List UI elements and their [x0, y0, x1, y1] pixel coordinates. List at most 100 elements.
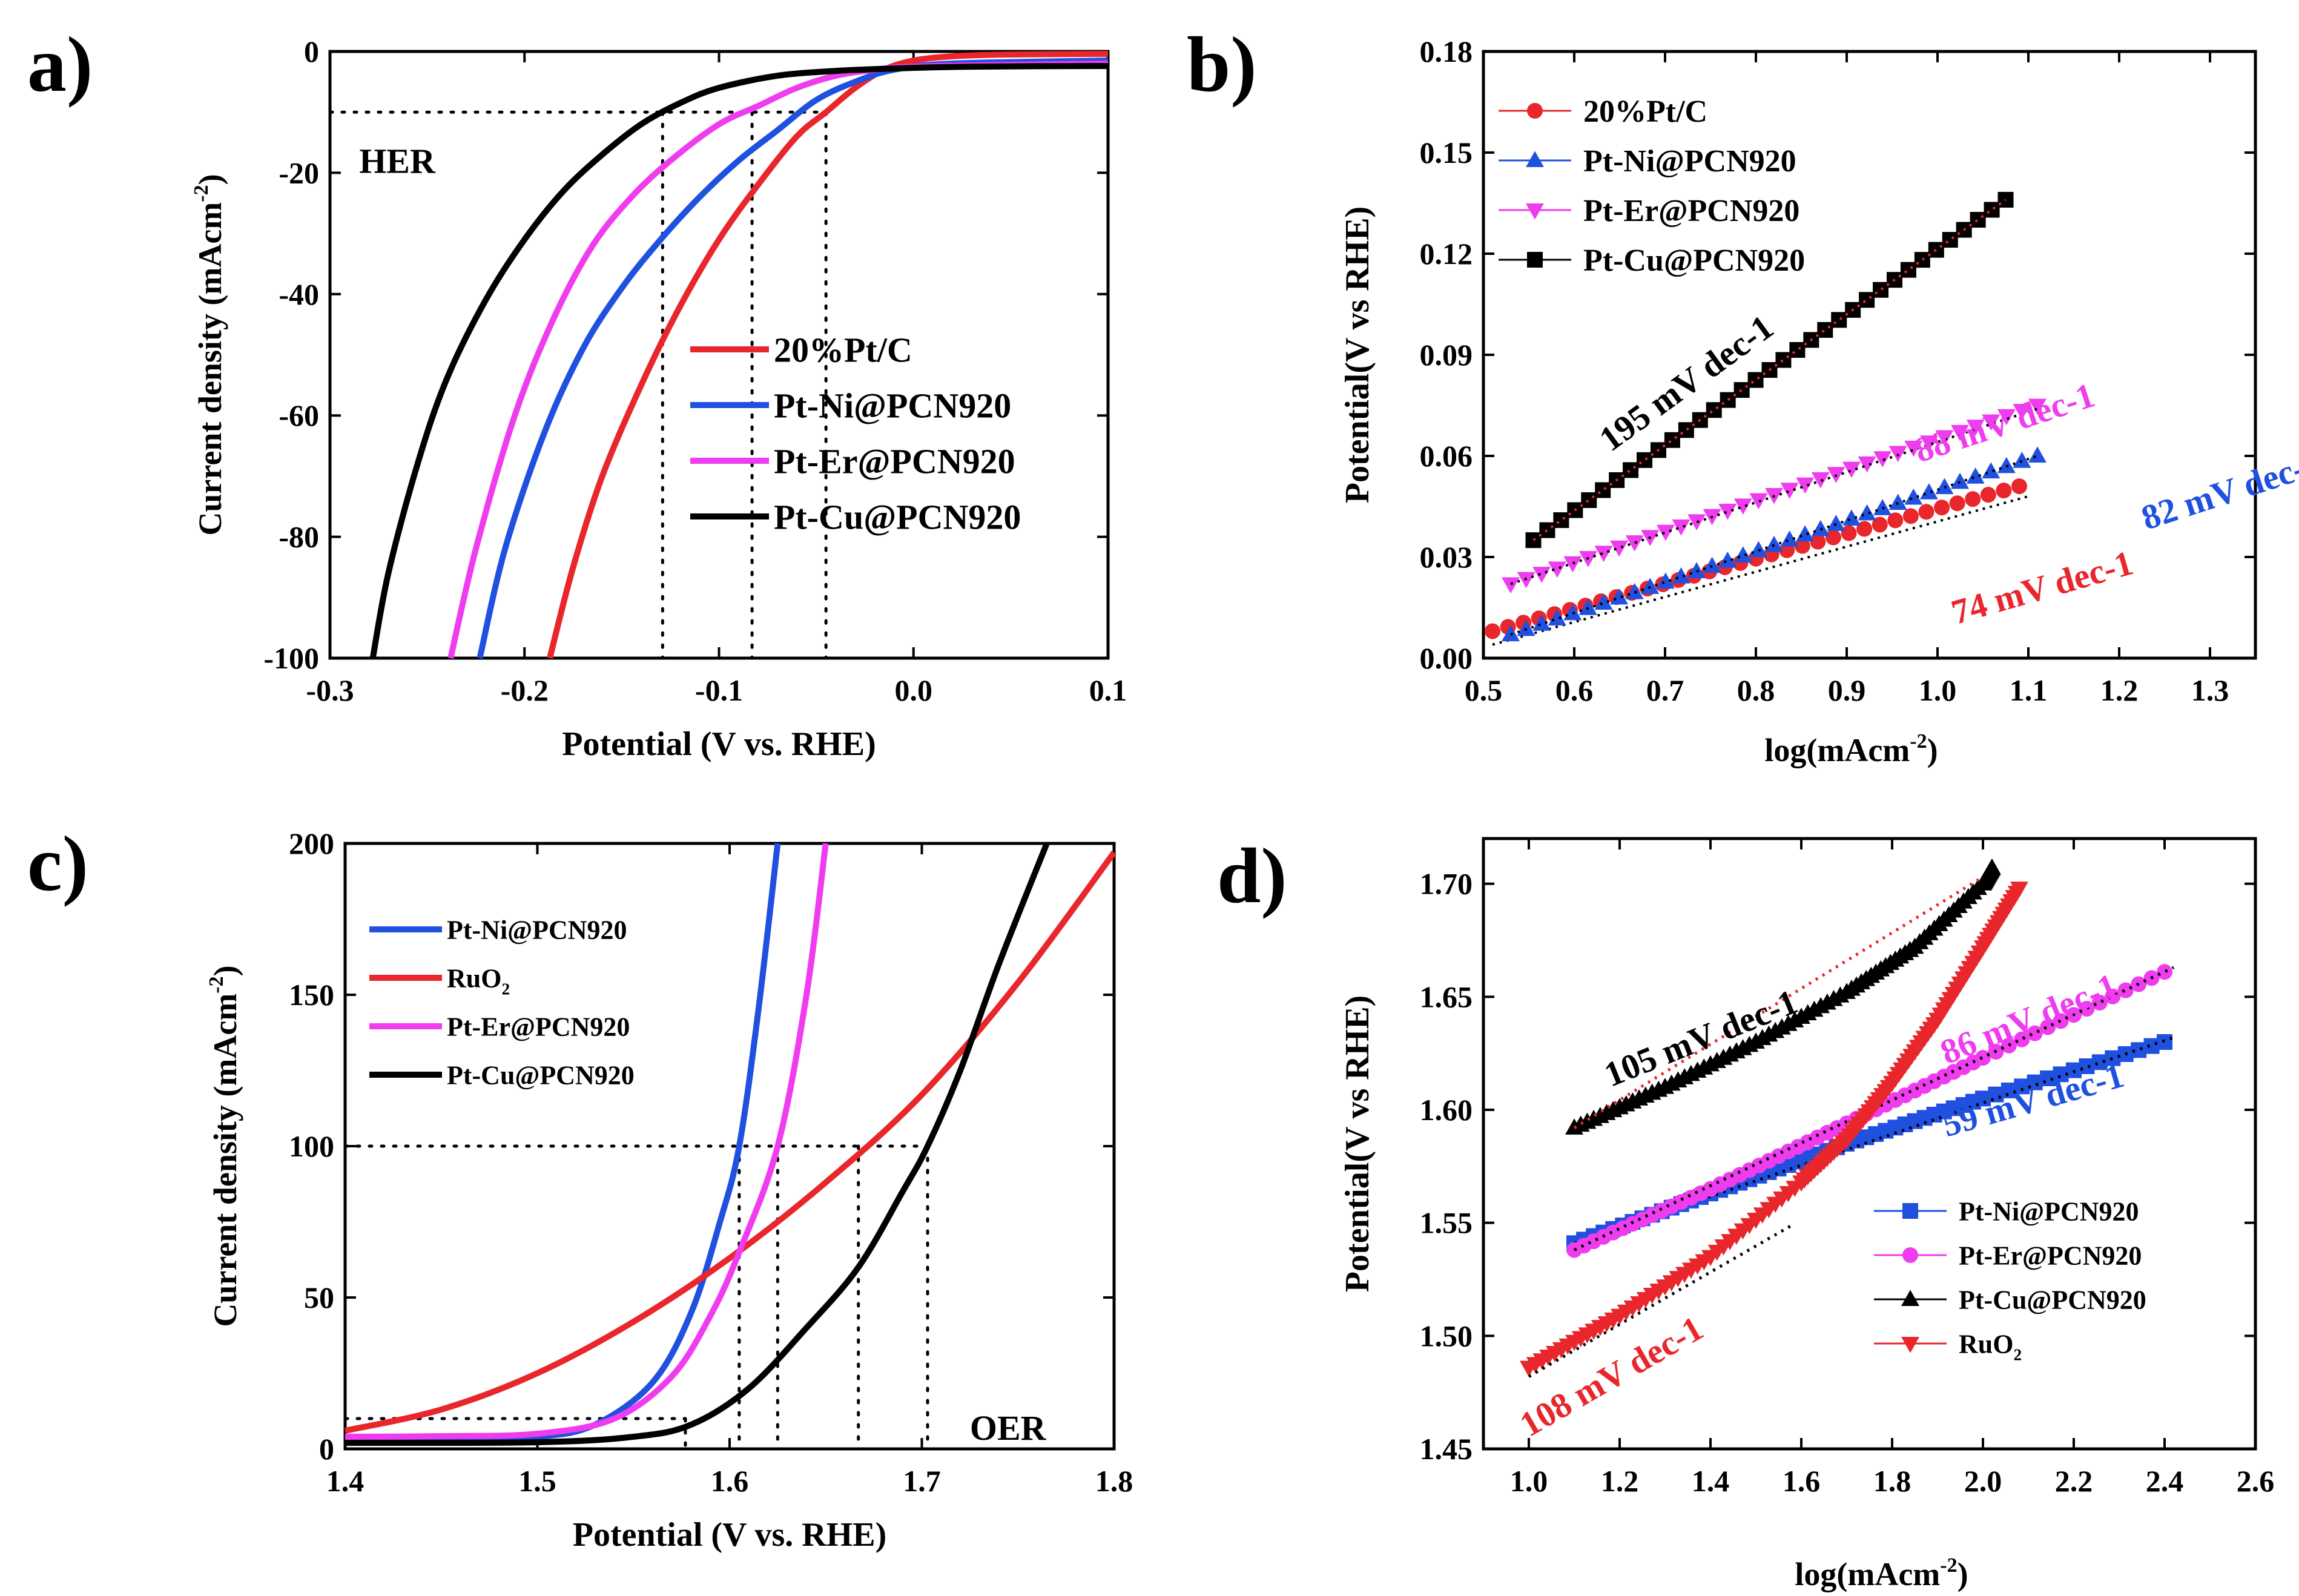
data-point	[2028, 446, 2047, 463]
data-point	[1581, 492, 1597, 509]
legend-label: RuO2	[1959, 1329, 2022, 1364]
x-tick-label: 1.5	[518, 1464, 556, 1498]
y-tick-label: 1.50	[1420, 1319, 1473, 1353]
data-point	[1485, 623, 1500, 639]
data-point	[1656, 572, 1675, 589]
data-point	[1749, 493, 1768, 510]
data-point	[1825, 529, 1841, 546]
data-point	[1935, 478, 1954, 495]
y-tick-label: 1.70	[1420, 867, 1473, 901]
panel-a: a) -0.3 -0.2 -0.1 0.0 0.1 -100 -80 -60 -40 -20 0 Cur…	[27, 21, 1127, 763]
data-point	[1775, 352, 1792, 368]
legend-label: RuO2	[447, 963, 510, 998]
data-point	[1625, 535, 1644, 552]
data-point	[1610, 540, 1629, 557]
data-point	[1780, 530, 1799, 547]
legend-label: Pt-Ni@PCN920	[774, 386, 1011, 425]
legend-label: 20%Pt/C	[774, 330, 912, 369]
legend-label-text: Pt-Ni@PCN920	[447, 915, 627, 945]
x-tick-label: 0.1	[1089, 673, 1127, 707]
x-tick-label: -0.3	[306, 673, 354, 707]
legend-label-text: 20%Pt/C	[774, 330, 912, 369]
data-point	[1664, 432, 1680, 448]
panel-label: b)	[1187, 21, 1257, 108]
legend-label: Pt-Cu@PCN920	[1583, 243, 1805, 278]
x-tick-label: 1.3	[2191, 673, 2229, 707]
series-line-pt-cu-pcn920	[369, 63, 1109, 659]
data-point	[1733, 382, 1750, 398]
legend-label: Pt-Er@PCN920	[774, 441, 1015, 481]
y-tick-label: 50	[304, 1281, 334, 1314]
data-point	[1706, 402, 1722, 418]
x-tick-label: 1.6	[711, 1464, 749, 1498]
data-point	[1996, 483, 2012, 499]
data-point	[1902, 508, 1919, 524]
data-point	[2014, 1031, 2030, 1047]
x-tick-label: 1.6	[1783, 1464, 1821, 1498]
y-tick-label: 0	[319, 1432, 334, 1466]
data-point	[1919, 483, 1938, 500]
data-point	[1810, 533, 1826, 550]
annotation: HER	[359, 141, 436, 180]
panel-d: d) 1.0 1.2 1.4 1.6 1.8 2.0 2.2 2.4 2.6 1.45 1.50 1.5…	[1217, 833, 2274, 1592]
data-point	[1887, 512, 1904, 529]
x-tick-label: 1.8	[1873, 1464, 1911, 1498]
panel-c: c) 1.4 1.5 1.6 1.7 1.8 0 50 100 150 200 Current den…	[27, 820, 1133, 1554]
data-point	[2079, 1001, 2095, 1017]
x-axis-label-sup: -2	[1910, 730, 1927, 753]
x-tick-label: 1.7	[903, 1464, 941, 1498]
y-axis-label: Current density (mAcm-2)	[205, 965, 243, 1327]
legend-label-text: Pt-Cu@PCN920	[447, 1060, 635, 1090]
data-point	[1796, 477, 1815, 494]
data-point	[1965, 491, 1981, 507]
fit-line	[1532, 199, 2007, 541]
data-point	[1983, 858, 2001, 875]
y-axis-label-main: Current density (mAcm	[192, 202, 228, 536]
x-axis-label: Potential (V vs. RHE)	[562, 725, 876, 763]
data-point	[1578, 599, 1597, 615]
data-point	[1928, 242, 1944, 258]
data-point	[1942, 232, 1958, 248]
data-point	[1919, 435, 1938, 452]
data-point	[1794, 538, 1810, 554]
data-point	[1904, 488, 1923, 505]
data-point	[1656, 524, 1675, 541]
y-axis-label: Current density (mAcm-2)	[190, 174, 228, 535]
plot-frame	[1482, 837, 2257, 1451]
legend-label: Pt-Cu@PCN920	[447, 1060, 635, 1090]
data-point	[1914, 252, 1930, 268]
legend-label: Pt-Cu@PCN920	[1959, 1285, 2146, 1314]
x-tick-label: 0.7	[1646, 673, 1684, 707]
data-point	[1984, 202, 2000, 218]
data-point	[1811, 519, 1830, 536]
y-tick-label: 1.45	[1420, 1432, 1473, 1466]
x-tick-label: 1.0	[1510, 1464, 1548, 1498]
legend-swatch-marker	[1526, 151, 1544, 168]
data-point	[1888, 493, 1907, 510]
x-tick-label: 2.0	[1964, 1464, 2002, 1498]
legend-swatch-marker	[1902, 1247, 1918, 1263]
data-point	[2157, 964, 2172, 980]
data-point	[1997, 457, 2016, 473]
data-point	[1935, 430, 1954, 447]
legend-swatch-marker	[1901, 1336, 1919, 1353]
data-point	[1703, 556, 1721, 573]
data-point	[1796, 525, 1815, 542]
fit-line	[1510, 407, 2038, 585]
y-axis-label-end: )	[207, 965, 243, 976]
data-point	[1842, 509, 1861, 526]
legend-label-text: Pt-Ni@PCN920	[1583, 144, 1796, 179]
legend-label: 20%Pt/C	[1583, 94, 1707, 129]
x-tick-label: -0.1	[695, 673, 743, 707]
x-tick-label: 1.0	[1919, 673, 1957, 707]
y-axis-label: Potential(V vs RHE)	[1339, 206, 1376, 504]
x-tick-label: 2.4	[2146, 1464, 2184, 1498]
legend-label-text: Pt-Er@PCN920	[1583, 194, 1799, 228]
data-point	[1873, 282, 1889, 298]
y-tick-label: -100	[263, 641, 319, 675]
panel-label: c)	[27, 820, 88, 908]
legend-label: Pt-Er@PCN920	[1959, 1241, 2142, 1270]
data-point	[1595, 482, 1611, 498]
data-point	[1900, 262, 1916, 278]
